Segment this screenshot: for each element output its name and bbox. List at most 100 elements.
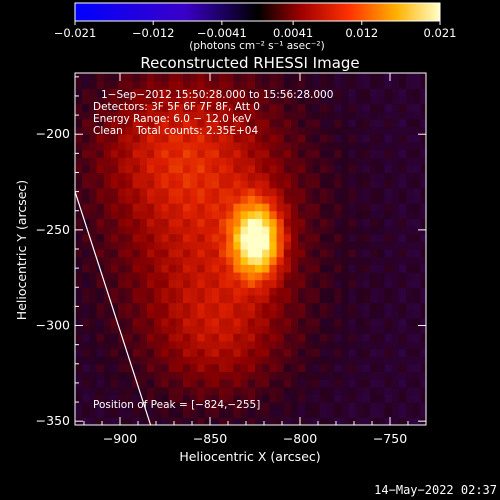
heatmap-cell xyxy=(183,180,191,189)
heatmap-cell xyxy=(341,157,350,166)
heatmap-cell xyxy=(319,302,328,311)
heatmap-cell xyxy=(370,249,378,258)
heatmap-cell xyxy=(204,95,213,105)
heatmap-cell xyxy=(82,287,90,296)
heatmap-cell xyxy=(406,256,414,265)
heatmap-cell xyxy=(327,126,335,135)
heatmap-cell xyxy=(269,134,278,143)
heatmap-cell xyxy=(132,333,141,342)
heatmap-cell xyxy=(355,317,364,327)
heatmap-cell xyxy=(211,157,220,166)
heatmap-cell xyxy=(377,340,386,350)
heatmap-cell xyxy=(75,249,83,258)
heatmap-cell xyxy=(276,294,285,304)
heatmap-cell xyxy=(377,271,386,281)
heatmap-cell xyxy=(305,294,314,304)
heatmap-cell xyxy=(348,294,357,304)
heatmap-cell xyxy=(197,103,206,112)
heatmap-cell xyxy=(348,333,357,342)
heatmap-cell xyxy=(377,172,386,181)
heatmap-cell xyxy=(175,80,184,89)
heatmap-cell xyxy=(103,271,112,281)
heatmap-cell xyxy=(399,363,407,373)
heatmap-cell xyxy=(183,325,191,334)
heatmap-cell xyxy=(334,249,342,258)
heatmap-cell xyxy=(305,80,314,89)
heatmap-cell xyxy=(269,103,278,112)
heatmap-cell xyxy=(190,210,198,219)
heatmap-cell xyxy=(399,264,407,273)
heatmap-cell xyxy=(183,103,191,112)
heatmap-cell xyxy=(168,149,177,158)
heatmap-cell xyxy=(125,386,134,395)
heatmap-cell xyxy=(255,333,263,342)
heatmap-cell xyxy=(391,88,400,97)
heatmap-cell xyxy=(255,111,263,120)
heatmap-cell xyxy=(406,310,414,319)
heatmap-cell xyxy=(82,256,90,265)
heatmap-cell xyxy=(96,363,105,373)
heatmap-cell xyxy=(276,241,285,250)
heatmap-cell xyxy=(370,356,378,365)
heatmap-cell xyxy=(219,111,227,120)
heatmap-cell xyxy=(204,118,213,128)
heatmap-cell xyxy=(175,294,184,304)
heatmap-cell xyxy=(406,164,414,174)
heatmap-cell xyxy=(399,157,407,166)
heatmap-cell xyxy=(197,302,206,311)
heatmap-cell xyxy=(139,264,148,273)
heatmap-cell xyxy=(377,394,386,403)
heatmap-cell xyxy=(283,134,292,143)
heatmap-cell xyxy=(283,302,292,311)
heatmap-cell xyxy=(406,111,414,120)
x-axis-ticks: −900 −850 −800 −750 xyxy=(83,73,409,446)
heatmap-cell xyxy=(355,80,364,89)
heatmap-cell xyxy=(118,264,126,273)
heatmap-cell xyxy=(355,417,364,425)
heatmap-cell xyxy=(363,409,371,418)
heatmap-cell xyxy=(197,340,206,350)
heatmap-cell xyxy=(319,256,328,265)
heatmap-cell xyxy=(154,118,162,128)
heatmap-cell xyxy=(391,264,400,273)
heatmap-cell xyxy=(211,325,220,334)
heatmap-cell xyxy=(255,88,263,97)
heatmap-cell xyxy=(399,233,407,242)
heatmap-cell xyxy=(118,73,126,82)
heatmap-cell xyxy=(255,241,263,250)
heatmap-cell xyxy=(363,325,371,334)
heatmap-cell xyxy=(226,409,234,418)
heatmap-cell xyxy=(103,356,112,365)
heatmap-cell xyxy=(269,126,278,135)
heatmap-cell xyxy=(139,180,148,189)
heatmap-cell xyxy=(276,195,285,204)
heatmap-cell xyxy=(327,241,335,250)
heatmap-cell xyxy=(312,157,321,166)
heatmap-cell xyxy=(370,348,378,357)
heatmap-cell xyxy=(255,149,263,158)
heatmap-cell xyxy=(377,164,386,174)
heatmap-cell xyxy=(255,386,263,395)
heatmap-cell xyxy=(363,164,371,174)
heatmap-cell xyxy=(262,325,270,334)
heatmap-cell xyxy=(240,141,249,151)
heatmap-cell xyxy=(384,126,393,135)
heatmap-cell xyxy=(240,73,249,82)
heatmap-cell xyxy=(240,134,249,143)
heatmap-cell xyxy=(312,402,321,411)
heatmap-cell xyxy=(391,249,400,258)
heatmap-cell xyxy=(161,180,170,189)
heatmap-cell xyxy=(283,210,292,219)
heatmap-cell xyxy=(147,141,155,151)
heatmap-cell xyxy=(348,226,357,235)
heatmap-cell xyxy=(298,256,306,265)
heatmap-cell xyxy=(96,126,105,135)
heatmap-cell xyxy=(399,340,407,350)
heatmap-cell xyxy=(413,157,422,166)
heatmap-cell xyxy=(118,310,126,319)
heatmap-cell xyxy=(291,340,299,350)
heatmap-cell xyxy=(154,172,162,181)
heatmap-cell xyxy=(197,95,206,105)
heatmap-cell xyxy=(89,233,98,242)
heatmap-cell xyxy=(370,264,378,273)
